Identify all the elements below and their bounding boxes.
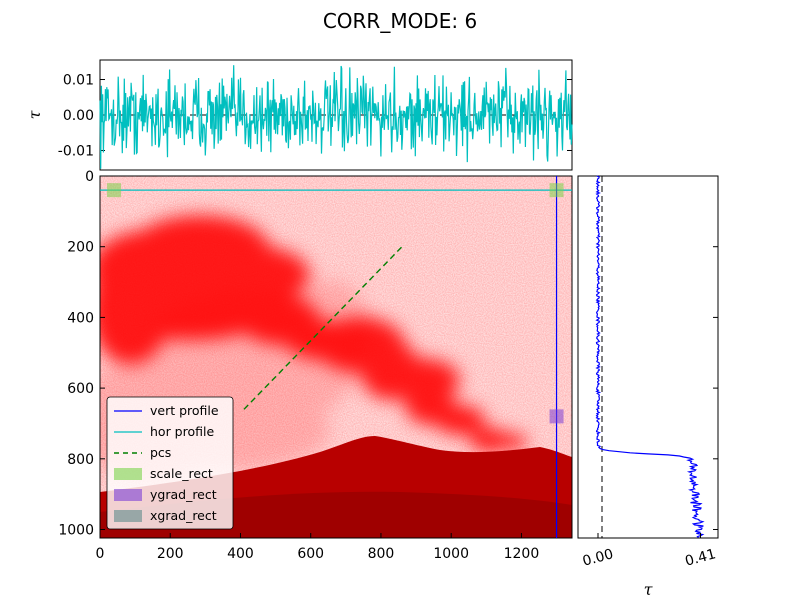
hor-profile-line (99, 65, 573, 169)
pcs-line (243, 246, 403, 410)
legend-label: scale_rect (150, 466, 213, 481)
legend-label: xgrad_rect (150, 508, 217, 523)
hor-profile-ytick-label: 0.00 (63, 108, 94, 124)
hor-profile-ylabel: τ (25, 109, 44, 119)
vert-profile-panel: 0.00 0.41 τ (577, 175, 719, 599)
legend-swatch-patch (114, 510, 142, 522)
image-ytick-label: 400 (67, 310, 94, 326)
image-ytick-label: 1000 (58, 523, 94, 539)
vert-profile-xticks: 0.00 0.41 (581, 533, 718, 570)
image-xtick-label: 1000 (433, 546, 469, 562)
vert-profile-line (595, 175, 705, 539)
image-panel: 0 200 400 600 800 1000 1200 02004006008001000 … (58, 169, 573, 562)
image-ytick-label: 0 (85, 169, 94, 185)
vert-profile-xtick-label: 0.41 (683, 546, 717, 570)
image-xtick-label: 0 (96, 546, 105, 562)
vert-profile-xlabel: τ (644, 580, 654, 599)
scale-rect-marker (107, 183, 122, 198)
legend-label: ygrad_rect (150, 487, 217, 502)
ygrad-rect-marker (549, 409, 564, 424)
hor-profile-ytick-label: -0.01 (58, 143, 94, 159)
hor-profile-ytick-label: 0.01 (63, 73, 94, 89)
legend-label: hor profile (150, 424, 214, 439)
vert-profile-yticks (713, 175, 718, 531)
image-xtick-label: 800 (368, 546, 395, 562)
hor-profile-panel: 0.01 0.00 -0.01 τ (25, 59, 573, 171)
figure-title: CORR_MODE: 6 (323, 9, 477, 33)
legend-label: pcs (150, 445, 171, 460)
image-xtick-label: 400 (227, 546, 254, 562)
image-xtick-label: 1200 (504, 546, 540, 562)
image-xtick-label: 200 (157, 546, 184, 562)
image-xticks: 0 200 400 600 800 1000 1200 (96, 533, 540, 562)
vert-profile-xtick-label: 0.00 (581, 546, 615, 570)
hor-profile-yticks: 0.01 0.00 -0.01 (58, 73, 572, 159)
scale-rect-marker (549, 183, 564, 198)
image-ytick-label: 600 (67, 381, 94, 397)
roi-rectangles (107, 183, 564, 424)
legend-label: vert profile (150, 403, 219, 418)
image-ytick-label: 200 (67, 240, 94, 256)
image-xtick-label: 600 (297, 546, 324, 562)
legend-swatch-patch (114, 489, 142, 501)
legend: vert profile hor profile pcs scale_rectygra… (106, 396, 234, 530)
image-yticks: 0 200 400 600 800 1000 (58, 169, 105, 539)
legend-swatch-patch (114, 468, 142, 480)
image-ytick-label: 800 (67, 452, 94, 468)
